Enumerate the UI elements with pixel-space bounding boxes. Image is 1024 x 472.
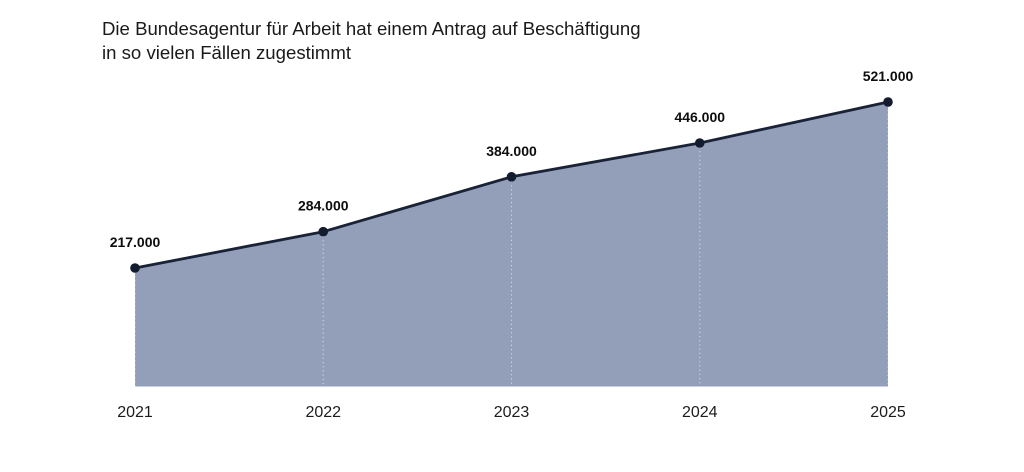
svg-text:2025: 2025: [870, 404, 906, 421]
svg-text:2024: 2024: [682, 404, 718, 421]
svg-text:2021: 2021: [117, 404, 153, 421]
svg-text:2022: 2022: [305, 404, 341, 421]
svg-text:217.000: 217.000: [110, 234, 161, 250]
svg-text:2023: 2023: [494, 404, 530, 421]
svg-text:384.000: 384.000: [486, 143, 537, 159]
svg-text:in so vielen Fällen zugestimmt: in so vielen Fällen zugestimmt: [102, 42, 352, 63]
svg-text:521.000: 521.000: [863, 68, 914, 84]
svg-text:Die Bundesagentur für Arbeit h: Die Bundesagentur für Arbeit hat einem A…: [102, 18, 641, 39]
svg-text:284.000: 284.000: [298, 198, 349, 214]
svg-text:446.000: 446.000: [674, 109, 725, 125]
